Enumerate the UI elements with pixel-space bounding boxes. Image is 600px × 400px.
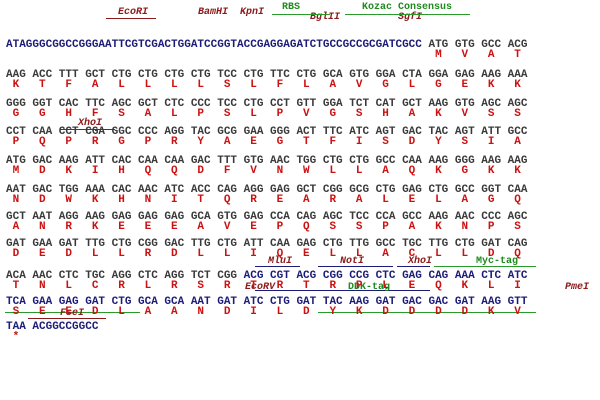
- enzyme-site: BamHI: [198, 7, 229, 18]
- protein-sequence: S E E D L A A N D I L D Y K D D D D K V: [6, 306, 521, 318]
- feature-bar: [434, 266, 536, 267]
- protein-sequence: A N R K E E E A V E P Q S S P A K N P S: [6, 221, 521, 233]
- dna-sequence: AAG ACC TTT GCT CTG CTG CTG CTG TCC CTG …: [6, 70, 528, 81]
- enzyme-site: EcoRV: [245, 282, 276, 293]
- protein-sequence: M D K I H Q Q D F V N W L L A Q K G K K: [6, 165, 521, 177]
- dna-segment: AAG ACC TTT GCT CTG CTG CTG CTG TCC CTG …: [6, 69, 528, 81]
- dna-segment: ACA AAC CTC TGC AGG CTC AGG TCT CGG: [6, 270, 238, 282]
- protein-sequence: K T F A L L L L S L F L A V G L G E K K: [6, 79, 521, 91]
- dna-sequence: GCT AAT AGG AAG GAG GAG GAG GCA GTG GAG …: [6, 212, 528, 223]
- protein-sequence: M V A T: [6, 49, 521, 61]
- dna-sequence: TCA GAA GAG GAT CTG GCA GCA AAT GAT ATC …: [6, 297, 528, 308]
- dna-sequence: GAT GAA GAT TTG CTG CGG GAC TTG CTG ATT …: [6, 239, 528, 250]
- feature-bar: [5, 312, 140, 313]
- protein-sequence: *: [6, 331, 20, 343]
- site-bar: [255, 266, 300, 267]
- site-bar: [106, 18, 156, 19]
- dna-segment: ATG GTG GCC ACG: [421, 39, 528, 51]
- dna-sequence: ATG GAC AAG ATT CAC CAA CAA GAC TTT GTG …: [6, 156, 528, 167]
- protein-sequence: G G H F S A L P S L P V G S H A K V S S: [6, 108, 521, 120]
- enzyme-site: SgfI: [398, 12, 423, 23]
- dna-segment: AAT GAC TGG AAA CAC AAC ATC ACC CAG AGG …: [6, 184, 528, 196]
- enzyme-site: XhoI: [408, 256, 433, 267]
- dna-segment: ATAGGGCGGCCGGGAATTCGTCGACTGGATCCGGTACCGA…: [6, 39, 422, 51]
- feature-label: DDK-tag: [348, 282, 391, 293]
- feature-bar: [345, 14, 470, 15]
- protein-sequence: N D W K H N I T Q R E A R A L E L A G Q: [6, 194, 521, 206]
- enzyme-site: KpnI: [240, 7, 265, 18]
- dna-segment: TCA GAA GAG GAT CTG GCA GCA AAT GAT ATC …: [6, 296, 528, 308]
- site-bar: [397, 266, 430, 267]
- site-bar: [60, 129, 115, 130]
- feature-label: RBS: [282, 2, 301, 13]
- dna-segment: GCT AAT AGG AAG GAG GAG GAG GCA GTG GAG …: [6, 211, 528, 223]
- feature-bar: [318, 312, 536, 313]
- dna-segment: GGG GGT CAC TTC AGC GCT CTC CCC TCC CTG …: [6, 98, 528, 110]
- dna-segment: GAT GAA GAT TTG CTG CGG GAC TTG CTG ATT …: [6, 238, 528, 250]
- enzyme-site: FseI: [60, 308, 85, 319]
- feature-bar: [272, 14, 330, 15]
- enzyme-site: PmeI: [565, 282, 590, 293]
- dna-sequence: TAA ACGGCCGGCC: [6, 322, 98, 333]
- dna-segment: TAA ACGGCCGGCC: [6, 321, 99, 333]
- protein-sequence: P Q P R G P R Y A E G T F I S D Y S I A: [6, 136, 521, 148]
- enzyme-site: NotI: [340, 256, 365, 267]
- feature-label: Kozac Consensus: [362, 2, 453, 13]
- protein-sequence: T N L C R L R S R T R T R P L E Q K L I: [6, 280, 521, 292]
- feature-label: Myc-tag: [476, 256, 519, 267]
- enzyme-site: XhoI: [78, 118, 103, 129]
- dna-segment: CCT CAA CCT CGA GGC CCC AGG TAC GCG GAA …: [6, 126, 528, 138]
- site-bar: [255, 290, 430, 291]
- enzyme-site: EcoRI: [118, 7, 149, 18]
- dna-sequence: ATAGGGCGGCCGGGAATTCGTCGACTGGATCCGGTACCGA…: [6, 40, 528, 51]
- dna-segment: ACG CGT ACG CGG CCG CTC GAG CAG AAA CTC …: [237, 270, 528, 282]
- enzyme-site: MluI: [268, 256, 293, 267]
- dna-sequence: CCT CAA CCT CGA GGC CCC AGG TAC GCG GAA …: [6, 127, 528, 138]
- protein-sequence: D E D L L R D L L I Q E L L A C L L D Q: [6, 248, 521, 260]
- dna-sequence: ACA AAC CTC TGC AGG CTC AGG TCT CGG ACG …: [6, 271, 528, 282]
- site-bar: [28, 318, 106, 319]
- dna-sequence: AAT GAC TGG AAA CAC AAC ATC ACC CAG AGG …: [6, 185, 528, 196]
- dna-sequence: GGG GGT CAC TTC AGC GCT CTC CCC TCC CTG …: [6, 99, 528, 110]
- dna-segment: ATG GAC AAG ATT CAC CAA CAA GAC TTT GTG …: [6, 155, 528, 167]
- site-bar: [318, 266, 393, 267]
- enzyme-site: BglII: [310, 12, 341, 23]
